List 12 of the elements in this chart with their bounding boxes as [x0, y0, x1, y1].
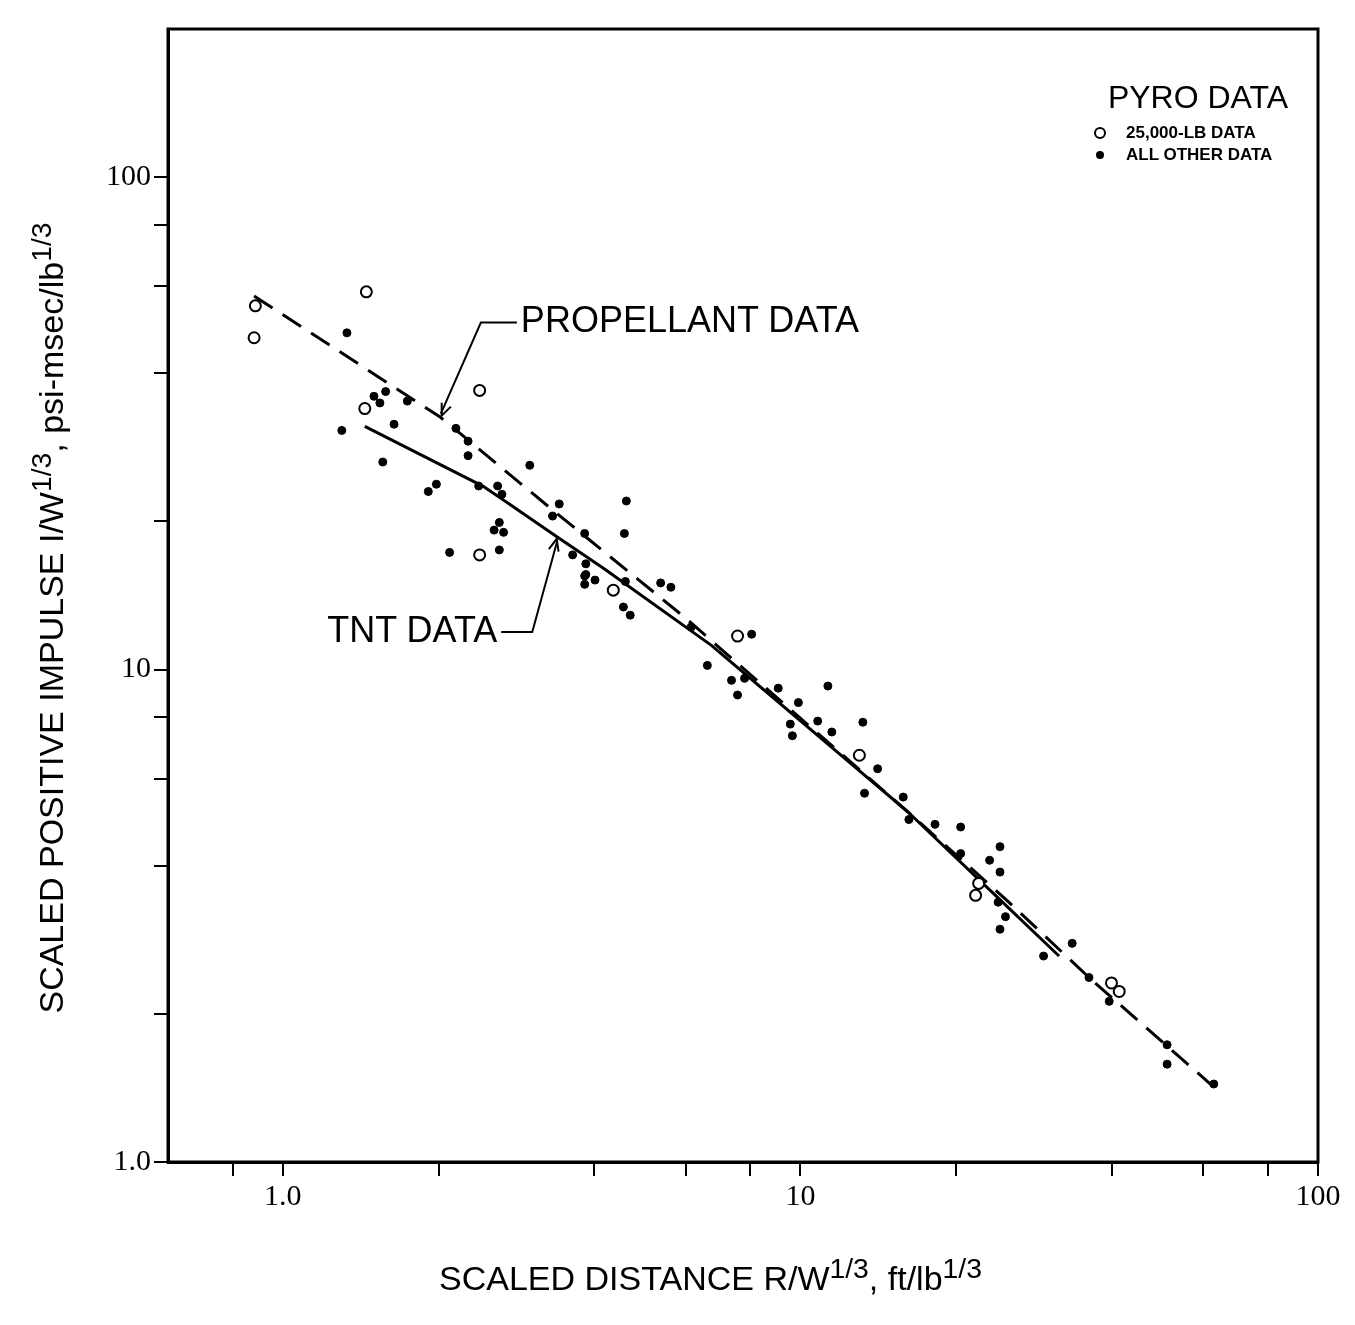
y-tick-label: 1.0 [113, 1142, 151, 1176]
y-tick-label: 100 [106, 158, 151, 192]
annotation: TNT DATA [327, 608, 498, 650]
y-tick-label: 10 [121, 650, 151, 684]
x-tick-label: 1.0 [264, 1177, 302, 1211]
legend-label: 25,000-LB DATA [1126, 122, 1256, 142]
legend-title: PYRO DATA [1107, 78, 1289, 115]
x-axis-title: SCALED DISTANCE R/W$^{1/3}$, ft/lb$^{1/3}$ [438, 1251, 983, 1298]
x-tick-label: 10 [785, 1177, 816, 1211]
annotation: PROPELLANT DATA [520, 299, 859, 341]
x-tick-label: 100 [1295, 1177, 1341, 1211]
legend-label: ALL OTHER DATA [1126, 144, 1273, 164]
